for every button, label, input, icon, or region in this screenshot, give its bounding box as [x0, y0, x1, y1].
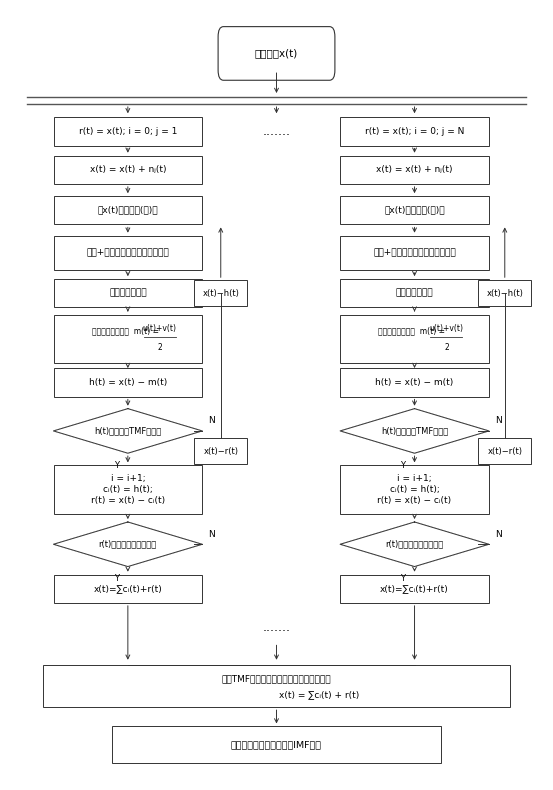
- FancyBboxPatch shape: [340, 156, 489, 184]
- Text: 构造上下包络线: 构造上下包络线: [109, 289, 147, 298]
- Text: x(t) = ∑cᵢ(t) + r(t): x(t) = ∑cᵢ(t) + r(t): [279, 690, 359, 700]
- Text: r(t) = x(t); i = 0; j = N: r(t) = x(t); i = 0; j = N: [365, 127, 464, 136]
- FancyBboxPatch shape: [54, 196, 202, 224]
- Text: 计算包络线平均値  m(t) =: 计算包络线平均値 m(t) =: [378, 326, 445, 335]
- FancyBboxPatch shape: [54, 574, 202, 603]
- Text: N: N: [495, 529, 502, 539]
- Text: u(t)+v(t): u(t)+v(t): [143, 324, 177, 333]
- Text: i = i+1;
cᵢ(t) = h(t);
r(t) = x(t) − cᵢ(t): i = i+1; cᵢ(t) = h(t); r(t) = x(t) − cᵢ(…: [378, 474, 452, 506]
- Text: h(t) = x(t) − m(t): h(t) = x(t) − m(t): [88, 378, 167, 387]
- Text: x(t) = x(t) + nⱼ(t): x(t) = x(t) + nⱼ(t): [90, 165, 166, 175]
- FancyBboxPatch shape: [194, 438, 247, 465]
- Text: 求x(t)所有极大(小)値: 求x(t)所有极大(小)値: [384, 206, 445, 215]
- Text: u(t)+v(t): u(t)+v(t): [429, 324, 463, 333]
- Text: 构造上下包络线: 构造上下包络线: [396, 289, 434, 298]
- Text: h(t)是否满足TMF条件？: h(t)是否满足TMF条件？: [94, 427, 161, 435]
- Text: x(t)−r(t): x(t)−r(t): [487, 446, 522, 456]
- FancyBboxPatch shape: [54, 235, 202, 270]
- Text: 对各TMF进行集成平均，得到最终分解结果: 对各TMF进行集成平均，得到最终分解结果: [222, 675, 331, 683]
- Text: h(t) = x(t) − m(t): h(t) = x(t) − m(t): [375, 378, 453, 387]
- FancyBboxPatch shape: [112, 727, 441, 763]
- Text: x(t)−r(t): x(t)−r(t): [204, 446, 238, 456]
- Text: x(t) = x(t) + nⱼ(t): x(t) = x(t) + nⱼ(t): [376, 165, 453, 175]
- Text: 求x(t)所有极大(小)値: 求x(t)所有极大(小)値: [97, 206, 158, 215]
- Text: 2: 2: [444, 344, 448, 352]
- FancyBboxPatch shape: [478, 280, 531, 307]
- Text: r(t)是否满足停止条件？: r(t)是否满足停止条件？: [99, 540, 157, 549]
- FancyBboxPatch shape: [54, 368, 202, 397]
- Text: N: N: [208, 416, 215, 425]
- FancyBboxPatch shape: [340, 196, 489, 224]
- Text: Y: Y: [400, 461, 405, 470]
- FancyBboxPatch shape: [478, 438, 531, 465]
- FancyBboxPatch shape: [218, 27, 335, 81]
- Text: i = i+1;
cᵢ(t) = h(t);
r(t) = x(t) − cᵢ(t): i = i+1; cᵢ(t) = h(t); r(t) = x(t) − cᵢ(…: [91, 474, 165, 506]
- Polygon shape: [340, 408, 489, 453]
- Text: x(t)=∑cᵢ(t)+r(t): x(t)=∑cᵢ(t)+r(t): [380, 585, 449, 593]
- Polygon shape: [54, 522, 202, 566]
- FancyBboxPatch shape: [43, 664, 510, 707]
- Text: h(t)是否满足TMF条件？: h(t)是否满足TMF条件？: [381, 427, 448, 435]
- Text: .......: .......: [263, 125, 290, 138]
- FancyBboxPatch shape: [340, 314, 489, 363]
- FancyBboxPatch shape: [54, 465, 202, 514]
- Text: x(t)=∑cᵢ(t)+r(t): x(t)=∑cᵢ(t)+r(t): [93, 585, 162, 593]
- FancyBboxPatch shape: [54, 117, 202, 145]
- Text: x(t)−h(t): x(t)−h(t): [202, 289, 239, 298]
- Text: x(t)−h(t): x(t)−h(t): [486, 289, 523, 298]
- Text: Y: Y: [400, 574, 405, 583]
- Polygon shape: [54, 408, 202, 453]
- Text: .......: .......: [263, 621, 290, 634]
- FancyBboxPatch shape: [340, 279, 489, 307]
- FancyBboxPatch shape: [340, 368, 489, 397]
- FancyBboxPatch shape: [340, 574, 489, 603]
- FancyBboxPatch shape: [54, 156, 202, 184]
- Text: 2: 2: [158, 344, 162, 352]
- Text: 采用相关系数法删除虚假IMF分量: 采用相关系数法删除虚假IMF分量: [231, 740, 322, 749]
- Text: r(t) = x(t); i = 0; j = 1: r(t) = x(t); i = 0; j = 1: [79, 127, 177, 136]
- FancyBboxPatch shape: [194, 280, 247, 307]
- FancyBboxPatch shape: [54, 314, 202, 363]
- Text: 计算包络线平均値  m(t) =: 计算包络线平均値 m(t) =: [92, 326, 159, 335]
- Text: Y: Y: [114, 461, 119, 470]
- Text: r(t)是否满足停止条件？: r(t)是否满足停止条件？: [385, 540, 444, 549]
- Text: 镜像+灰色预测模型进行端点延拓: 镜像+灰色预测模型进行端点延拓: [373, 248, 456, 258]
- Text: N: N: [208, 529, 215, 539]
- Text: N: N: [495, 416, 502, 425]
- Text: 镜像+灰色预测模型进行端点延拓: 镜像+灰色预测模型进行端点延拓: [86, 248, 169, 258]
- Polygon shape: [340, 522, 489, 566]
- FancyBboxPatch shape: [340, 117, 489, 145]
- FancyBboxPatch shape: [340, 235, 489, 270]
- FancyBboxPatch shape: [54, 279, 202, 307]
- FancyBboxPatch shape: [340, 465, 489, 514]
- Text: Y: Y: [114, 574, 119, 583]
- Text: 原始信号x(t): 原始信号x(t): [255, 48, 298, 58]
